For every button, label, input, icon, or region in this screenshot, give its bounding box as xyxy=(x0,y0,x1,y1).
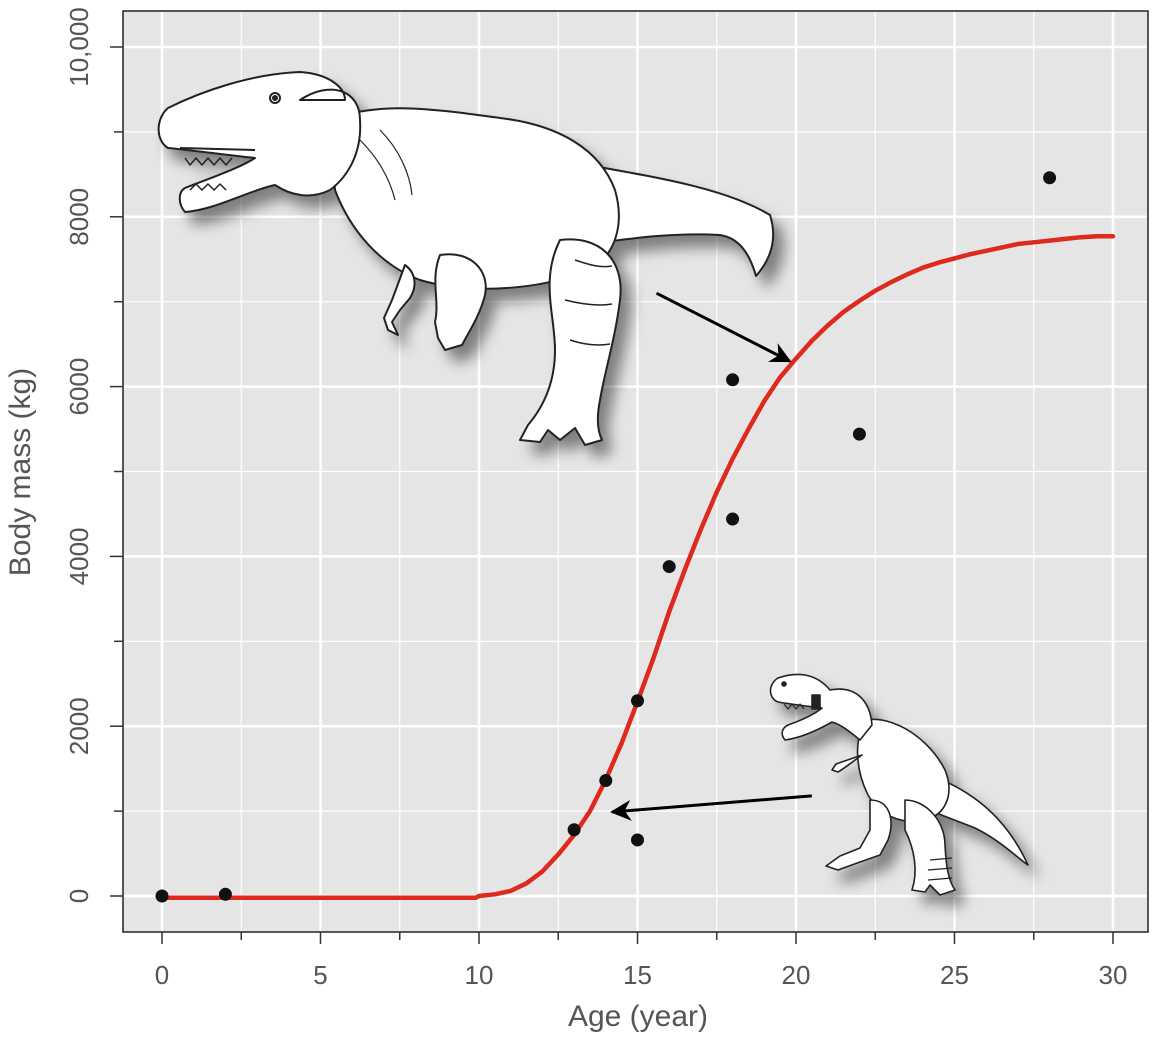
y-tick-label: 2000 xyxy=(64,697,94,755)
x-tick-label: 10 xyxy=(465,960,494,990)
growth-curve xyxy=(159,234,1116,900)
y-tick-label: 8000 xyxy=(64,188,94,246)
x-tick-label: 5 xyxy=(313,960,327,990)
x-tick-label: 20 xyxy=(782,960,811,990)
data-point xyxy=(631,694,644,708)
x-tick-label: 30 xyxy=(1099,960,1128,990)
data-point xyxy=(567,823,581,837)
y-tick-label: 10,000 xyxy=(64,7,94,87)
data-point xyxy=(155,889,169,903)
data-point xyxy=(662,560,676,574)
pointer-arrow xyxy=(610,794,812,821)
y-axis: 0 2000 4000 6000 8000 10,000 xyxy=(64,7,123,903)
data-point xyxy=(726,512,740,526)
y-tick-label: 6000 xyxy=(64,358,94,416)
adult-tyrannosaur-icon xyxy=(157,71,775,446)
data-points-layer xyxy=(155,171,1057,903)
y-tick-label: 0 xyxy=(64,889,94,903)
pointer-arrow xyxy=(655,291,792,363)
data-point xyxy=(599,774,613,788)
data-point xyxy=(631,833,644,847)
x-tick-label: 15 xyxy=(623,960,652,990)
y-tick-label: 4000 xyxy=(64,527,94,585)
x-axis-title: Age (year) xyxy=(568,1000,708,1032)
data-point xyxy=(852,427,866,441)
data-point xyxy=(218,887,232,901)
data-point xyxy=(726,373,740,387)
x-tick-label: 25 xyxy=(940,960,969,990)
y-axis-title: Body mass (kg) xyxy=(4,368,37,576)
data-point xyxy=(1043,171,1057,185)
x-axis: 0 5 10 15 20 25 30 xyxy=(155,932,1128,990)
annotation-arrows xyxy=(610,291,812,821)
juvenile-tyrannosaur-icon xyxy=(769,673,1029,896)
x-tick-label: 0 xyxy=(155,960,169,990)
growth-curve-layer xyxy=(159,234,1116,900)
